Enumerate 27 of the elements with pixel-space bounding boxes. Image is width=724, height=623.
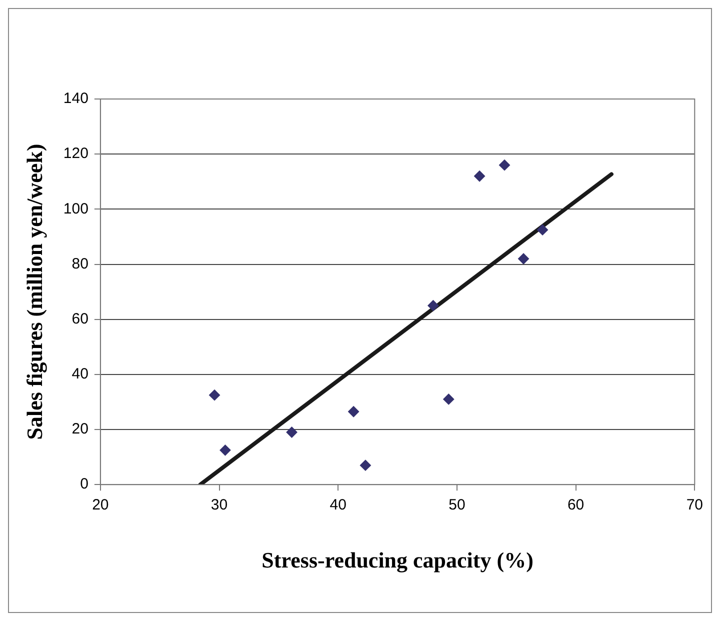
- point: [428, 300, 439, 312]
- point: [537, 224, 548, 236]
- point: [286, 426, 298, 438]
- y-tick-label: 40: [72, 366, 88, 383]
- point: [209, 390, 220, 401]
- x-tick-label: 60: [567, 496, 584, 514]
- y-tick-label: 80: [72, 255, 88, 272]
- point: [499, 160, 510, 171]
- x-tick-label: 70: [686, 496, 703, 514]
- x-tick-label: 20: [92, 496, 109, 514]
- y-axis-title: Sales figures (million yen/week): [22, 144, 47, 440]
- x-tick-label: 40: [330, 496, 346, 514]
- y-tick-label: 120: [63, 145, 88, 162]
- point: [474, 170, 486, 182]
- y-tick-label: 60: [72, 310, 88, 328]
- point: [360, 460, 371, 471]
- y-tick-label: 100: [63, 200, 88, 218]
- x-axis-title: Stress-reducing capacity (%): [262, 547, 534, 572]
- x-tick-label: 50: [448, 496, 466, 514]
- y-tick-label: 0: [80, 476, 88, 493]
- point: [220, 444, 231, 456]
- y-tick-label: 140: [63, 90, 88, 108]
- y-tick-label: 20: [72, 420, 88, 438]
- x-tick-label: 30: [210, 496, 228, 514]
- point: [443, 394, 454, 405]
- point: [348, 406, 360, 418]
- point: [518, 253, 530, 264]
